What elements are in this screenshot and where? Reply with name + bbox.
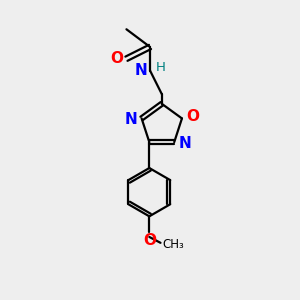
Text: N: N bbox=[124, 112, 137, 128]
Text: N: N bbox=[179, 136, 191, 151]
Text: O: O bbox=[143, 233, 156, 248]
Text: O: O bbox=[110, 51, 123, 66]
Text: H: H bbox=[156, 61, 166, 74]
Text: CH₃: CH₃ bbox=[163, 238, 184, 250]
Text: N: N bbox=[135, 63, 148, 78]
Text: O: O bbox=[186, 110, 200, 124]
